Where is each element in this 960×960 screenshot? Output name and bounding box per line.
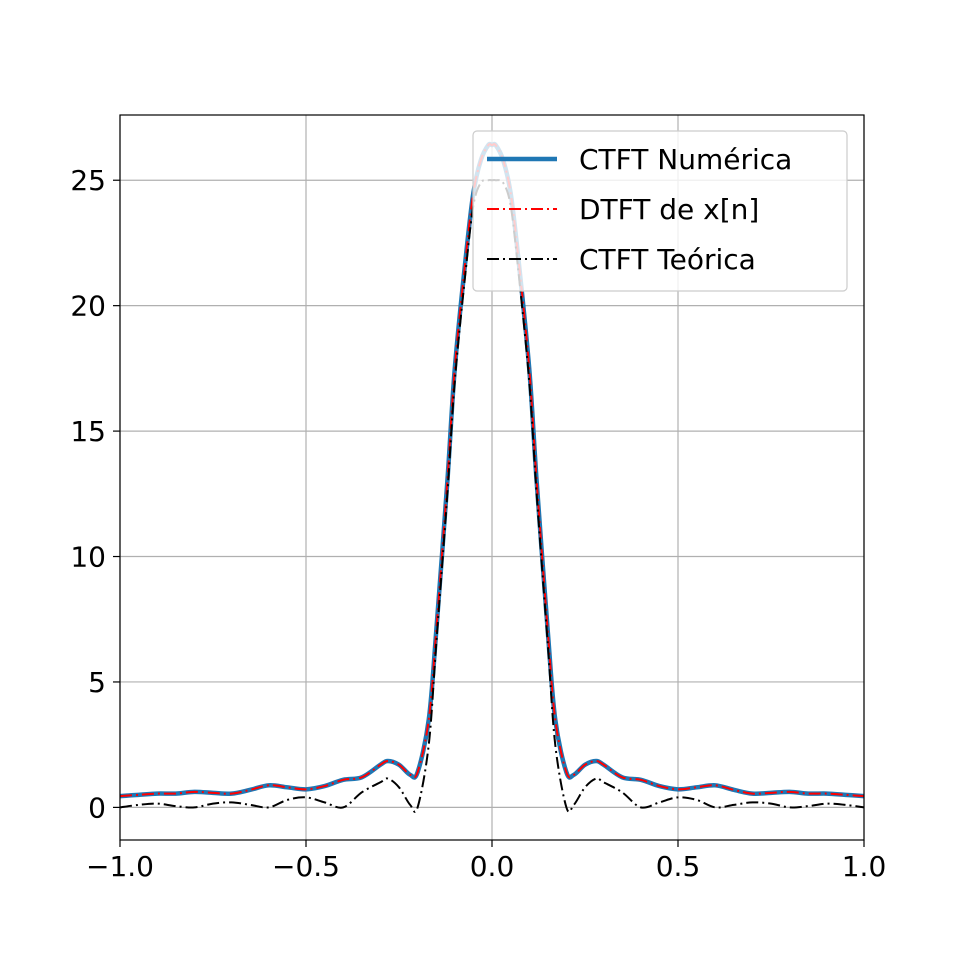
legend-label: CTFT Numérica <box>579 143 792 176</box>
y-tick-label: 10 <box>70 541 106 574</box>
legend-box <box>472 130 848 292</box>
x-tick-label: −1.0 <box>86 850 154 883</box>
y-tick-label: 5 <box>88 666 106 699</box>
x-tick-label: 0.0 <box>470 850 515 883</box>
ticks: −1.0 −0.5 0.0 0.5 1.0 0 5 10 15 20 25 <box>70 164 886 883</box>
legend-label: DTFT de x[n] <box>579 193 759 226</box>
legend-label: CTFT Teórica <box>579 243 756 276</box>
x-tick-label: −0.5 <box>272 850 340 883</box>
x-tick-label: 0.5 <box>656 850 701 883</box>
legend: CTFT Numérica DTFT de x[n] CTFT Teórica <box>472 130 848 292</box>
y-tick-label: 25 <box>70 164 106 197</box>
y-tick-label: 20 <box>70 290 106 323</box>
y-tick-label: 15 <box>70 415 106 448</box>
x-tick-label: 1.0 <box>842 850 887 883</box>
y-tick-label: 0 <box>88 791 106 824</box>
